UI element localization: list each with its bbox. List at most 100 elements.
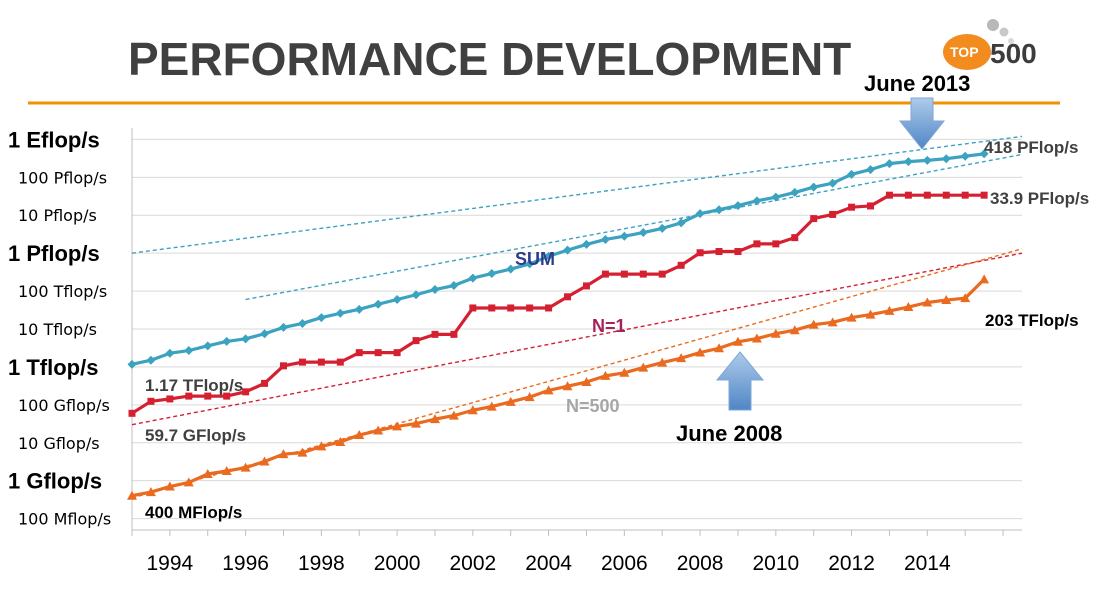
data-point [600,370,611,380]
y-tick-label: 100 Tflop/s [18,282,107,301]
data-point [770,328,781,338]
data-point [657,357,668,367]
data-point [923,191,931,199]
data-point [524,392,535,402]
x-axis: 1994 1996 1998 2000 2002 2004 2006 2008 2010 2012… [131,530,1004,575]
logo-blob [943,34,991,70]
data-point [354,304,364,314]
annotation-n1-start: 59.7 GFlop/s [145,426,246,445]
data-point [600,234,610,244]
y-tick-label: 1 Pflop/s [8,241,100,266]
data-point [772,240,780,248]
data-point [411,418,422,428]
data-point [279,362,287,370]
data-point [128,409,136,417]
data-point [960,151,970,161]
data-point [412,337,420,345]
data-point [960,293,971,303]
data-point [941,295,952,305]
data-point [127,490,137,500]
data-point [261,379,269,387]
trendlines [131,135,1023,499]
series [127,149,990,500]
data-point [790,187,800,197]
data-point [240,462,251,472]
data-point [677,261,685,269]
data-point [392,421,403,431]
arrow-down-icon [898,97,946,150]
data-point [335,436,346,446]
grid [131,128,1022,531]
y-axis: 1 Eflop/s 100 Pflop/s 10 Pflop/s 1 Pflop/s 1… [8,127,111,528]
trendline [131,135,1023,254]
data-point [979,274,990,284]
data-point [449,281,459,291]
data-point [619,367,630,377]
data-point [260,329,270,339]
annotation-n500-start: 400 MFlop/s [145,503,242,522]
data-point [317,358,325,366]
data-point [203,341,213,351]
data-point [903,157,913,167]
data-point [582,282,590,290]
data-point [789,325,800,335]
data-point [316,313,326,323]
data-point [373,425,384,435]
data-point [695,347,706,357]
data-point [676,218,686,228]
data-point [753,240,761,248]
data-point [751,333,762,343]
data-point [241,334,251,344]
top500-logo: TOP 500 [943,19,1037,70]
data-point [355,349,363,357]
data-point [829,210,837,218]
data-point [525,259,535,269]
data-point [581,239,591,249]
y-tick-label: 1 Gflop/s [8,469,102,494]
event-label-june-2013: June 2013 [864,71,970,96]
y-tick-label: 1 Eflop/s [8,127,100,152]
data-point [827,317,838,327]
data-point [791,234,799,242]
data-point [620,270,628,278]
data-point [867,202,875,210]
data-point [297,447,308,457]
data-point [298,358,306,366]
data-point [980,191,988,199]
data-point [752,196,762,206]
x-tick-label: 2002 [449,552,496,575]
data-point [183,477,194,487]
logo-500-text: 500 [990,38,1037,69]
data-point [185,392,193,400]
data-point [848,203,856,211]
data-point [278,322,288,332]
data-point [733,201,743,211]
x-tick-label: 2010 [752,552,799,575]
data-point [469,304,477,312]
y-tick-label: 10 Tflop/s [18,320,97,339]
data-point [429,414,440,424]
data-point [961,191,969,199]
data-point [297,318,307,328]
x-tick-label: 2012 [828,552,875,575]
x-tick-label: 1994 [147,552,194,575]
y-tick-label: 10 Gflop/s [18,434,100,453]
data-point [885,191,893,199]
data-point [335,308,345,318]
data-point [884,159,894,169]
data-point [715,248,723,256]
logo-top-text: TOP [950,44,979,60]
data-point [696,249,704,257]
x-tick-label: 2014 [904,552,951,575]
series-line [131,193,985,415]
data-point [543,385,554,395]
series-n-1 [128,191,988,417]
data-point [223,392,231,400]
series-line [131,278,986,498]
data-point [903,302,914,312]
data-point [448,410,459,420]
y-tick-label: 100 Mflop/s [18,510,111,529]
data-point [904,191,912,199]
data-point [145,487,156,497]
